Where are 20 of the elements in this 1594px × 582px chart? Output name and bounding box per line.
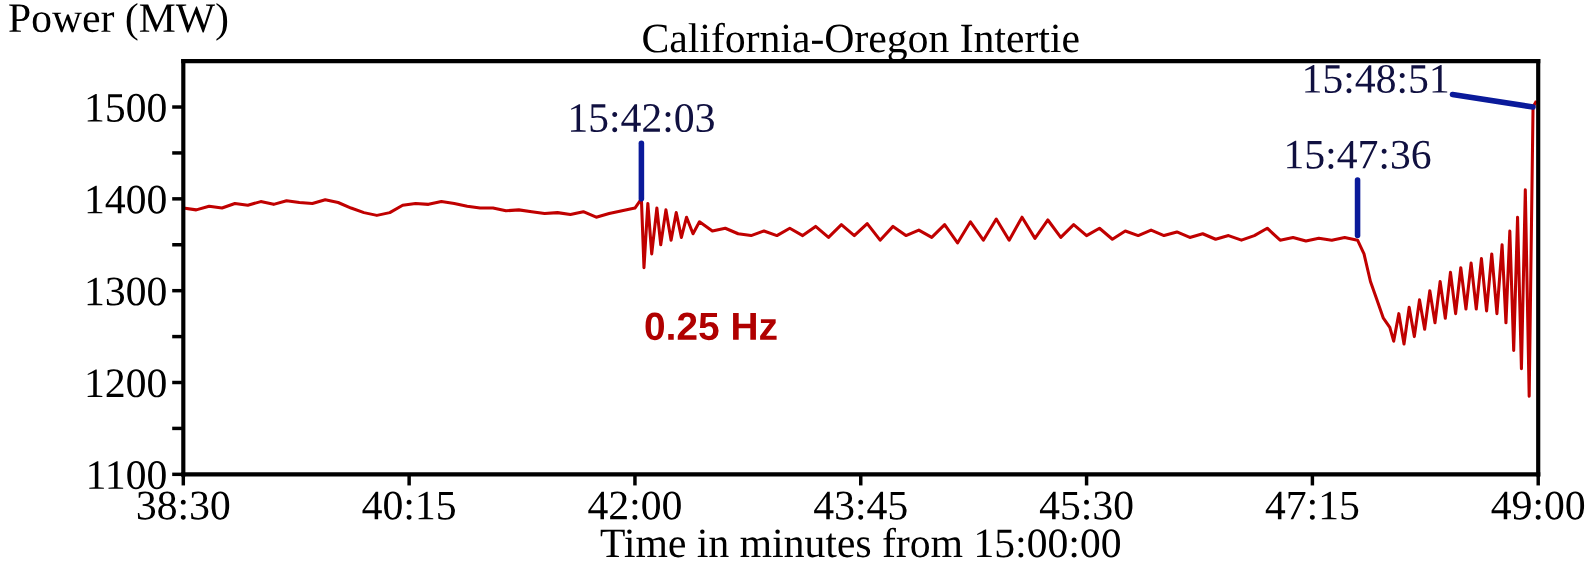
y-tick-label: 1300	[87, 277, 166, 306]
y-axis-title: Power (MW)	[9, 2, 228, 41]
annotation: 15:47:36	[1287, 140, 1431, 169]
x-tick-label: 49:00	[1491, 491, 1585, 520]
x-tick-label: 45:30	[1039, 491, 1133, 520]
x-tick-label: 40:15	[362, 491, 455, 520]
y-tick-label: 1400	[87, 185, 166, 214]
x-tick-label: 43:45	[814, 491, 907, 520]
x-tick-label: 38:30	[137, 491, 230, 520]
line-series	[183, 100, 1538, 398]
x-tick-label: 47:15	[1265, 491, 1359, 520]
annotation: 15:48:51	[1305, 64, 1448, 94]
annotation: 15:42:03	[570, 103, 714, 133]
y-tick-label: 1100	[89, 461, 166, 490]
y-tick-label: 1200	[87, 369, 166, 398]
y-tick-label: 1500	[87, 93, 166, 122]
chart-title: California-Oregon Intertie	[643, 22, 1079, 62]
annotation: 0.25 Hz	[645, 312, 777, 341]
x-axis-title: Time in minutes from 15:00:00	[600, 527, 1120, 558]
x-tick-label: 42:00	[588, 491, 681, 520]
